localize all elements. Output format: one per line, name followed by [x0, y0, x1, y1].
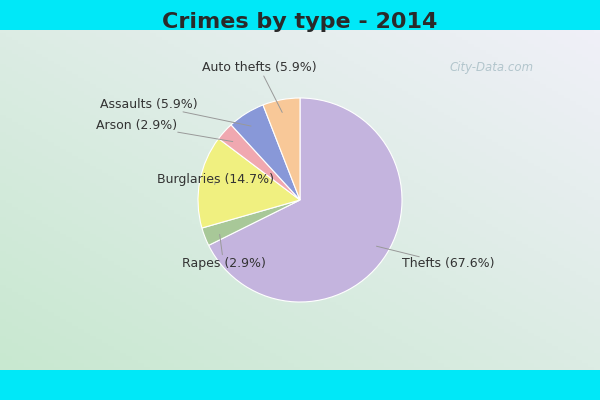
Wedge shape: [263, 98, 300, 200]
Text: Burglaries (14.7%): Burglaries (14.7%): [157, 173, 274, 186]
Wedge shape: [209, 98, 402, 302]
Wedge shape: [231, 105, 300, 200]
Text: Assaults (5.9%): Assaults (5.9%): [100, 98, 251, 126]
Wedge shape: [202, 200, 300, 245]
Text: Rapes (2.9%): Rapes (2.9%): [182, 234, 266, 270]
Text: Auto thefts (5.9%): Auto thefts (5.9%): [202, 60, 317, 112]
Text: Crimes by type - 2014: Crimes by type - 2014: [163, 12, 437, 32]
Wedge shape: [218, 125, 300, 200]
Text: City-Data.com: City-Data.com: [450, 62, 534, 74]
Text: Arson (2.9%): Arson (2.9%): [97, 119, 233, 142]
Wedge shape: [198, 138, 300, 228]
Text: Thefts (67.6%): Thefts (67.6%): [376, 246, 494, 270]
